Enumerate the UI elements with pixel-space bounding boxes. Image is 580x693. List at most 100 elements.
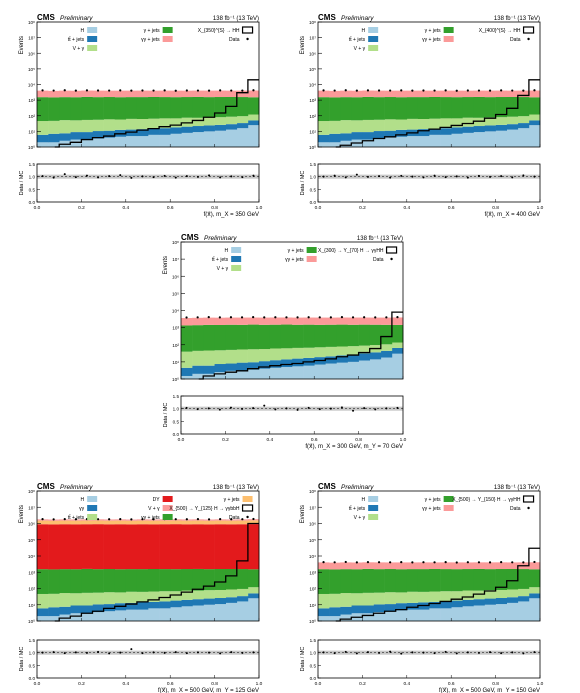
- stack-bar-gg_jets-14: [336, 317, 348, 325]
- stack-bar-tt_jets-18: [380, 350, 393, 358]
- ratio-point: [163, 651, 166, 654]
- stack-bar-gg_jets-10: [429, 562, 441, 569]
- ratio-tick-label: 0.5: [310, 663, 317, 668]
- stack-bar-tt_jets-7: [395, 129, 408, 137]
- y-tick-label: 10⁷: [172, 257, 179, 262]
- y-tick-label: 10¹: [309, 129, 316, 134]
- stack-bar-V_gamma-13: [325, 346, 337, 357]
- stack-bar-tt_jets-8: [125, 129, 138, 137]
- y-tick-label: 10³: [309, 98, 316, 103]
- stack-bar-H-4: [362, 613, 374, 621]
- stack-bar-gamma_jets-5: [92, 97, 104, 120]
- stack-bar-V_gamma-5: [92, 119, 104, 132]
- ratio-point: [340, 406, 343, 409]
- stack-bar-gamma_jets-1: [329, 569, 341, 594]
- ratio-point: [411, 175, 414, 178]
- legend-label: V + γ: [354, 46, 366, 52]
- stack-bar-V_gamma-18: [236, 588, 249, 597]
- stack-bar-V_gamma-12: [170, 118, 182, 128]
- ratio-point: [63, 173, 66, 176]
- stack-bar-H-15: [484, 131, 496, 147]
- stack-bar-gamma_jets-10: [292, 324, 304, 348]
- stack-bar-H-2: [340, 140, 352, 147]
- stack-bar-tt_jets-19: [247, 120, 260, 126]
- legend-label: H: [362, 28, 366, 34]
- stack-bar-gg_jets-18: [517, 90, 530, 98]
- stack-bar-gg_jets-11: [159, 90, 171, 98]
- stack-bar-gamma_jets-15: [484, 569, 496, 591]
- legend-swatch: [368, 514, 379, 520]
- y-tick-label: 10²: [28, 587, 35, 592]
- stack-bar-H-6: [247, 369, 259, 379]
- cms-label: CMS: [37, 482, 55, 491]
- x-tick-label: 0.8: [492, 205, 499, 211]
- ratio-point: [41, 175, 44, 178]
- stack-bar-H-0: [37, 616, 49, 621]
- cms-label: CMS: [37, 13, 55, 22]
- stack-bar-V_gamma-6: [247, 349, 259, 363]
- data-point: [274, 316, 277, 319]
- ratio-tick-label: 0.0: [310, 200, 317, 205]
- chart-panel-1: 10⁰ 10¹ 10² 10³ 10⁴ 10⁵ 10⁶ 10⁷ 10⁸ Events CMS Prel…: [19, 13, 263, 218]
- ratio-point: [411, 651, 414, 654]
- ratio-frame: [317, 639, 541, 679]
- stack-bar-DY-2: [59, 524, 71, 570]
- ratio-point: [477, 651, 480, 654]
- y-tick-label: 10⁰: [309, 145, 316, 150]
- y-tick-label: 10⁵: [172, 291, 179, 296]
- stack-bar-gamma_jets-6: [103, 97, 115, 120]
- data-point: [41, 518, 44, 521]
- stack-bar-H-4: [362, 139, 374, 147]
- stack-bar-H-8: [269, 367, 282, 379]
- data-point: [366, 89, 370, 92]
- data-point: [241, 89, 244, 92]
- data-point: [333, 89, 336, 92]
- data-point: [241, 518, 244, 521]
- data-point: [96, 89, 100, 92]
- data-point: [500, 561, 503, 564]
- signal-line: [54, 79, 259, 148]
- stack-bar-gg_jets-5: [373, 562, 385, 570]
- stack-bar-gg_jets-0: [181, 318, 193, 326]
- stack-bar-gg_jets-18: [236, 90, 249, 98]
- stack-bar-tt_jets-2: [59, 133, 71, 141]
- ratio-point: [422, 651, 425, 654]
- stack-bar-gg_jets-16: [495, 90, 507, 98]
- stack-bar-gamma_jets-13: [325, 324, 337, 347]
- stack-bar-V_gamma-16: [214, 117, 226, 125]
- ratio-point: [366, 175, 369, 178]
- stack-bar-tt_jets-7: [258, 361, 271, 369]
- stack-bar-gamma_jets-4: [362, 568, 374, 593]
- stack-bar-gamma_jets-12: [451, 569, 463, 592]
- legend-swatch: [242, 496, 253, 502]
- stack-bar-gamma_jets-0: [318, 569, 330, 594]
- stack-bar-gg_jets-3: [214, 317, 226, 325]
- stack-bar-H-1: [48, 142, 60, 147]
- ratio-point: [63, 652, 66, 655]
- stack-bar-gamma_jets-16: [358, 324, 370, 346]
- stack-bar-V_gamma-10: [148, 591, 160, 602]
- data-point: [263, 316, 266, 319]
- ratio-point: [252, 174, 255, 177]
- stack-bar-H-13: [462, 132, 474, 147]
- stack-bar-gamma_jets-3: [70, 97, 82, 121]
- stack-bar-H-15: [203, 604, 215, 621]
- stack-bar-V_gamma-8: [269, 348, 282, 361]
- ratio-point: [130, 648, 133, 651]
- stack-bar-tt_jets-4: [225, 363, 237, 371]
- stack-bar-H-17: [506, 602, 519, 621]
- stack-bar-gamma_jets-14: [473, 568, 485, 591]
- stack-bar-gg_jets_alt-15: [203, 520, 215, 525]
- stack-bar-V_gamma-4: [362, 592, 374, 606]
- stack-bar-H-1: [192, 373, 204, 379]
- stack-bar-gamma_jets-8: [406, 97, 419, 119]
- y-tick-label: 10⁶: [28, 522, 35, 527]
- data-point: [455, 561, 458, 564]
- stack-bar-V_gamma-10: [148, 118, 160, 129]
- stack-bar-DY-12: [170, 524, 182, 570]
- signal-line: [335, 79, 540, 148]
- y-tick-label: 10⁵: [309, 538, 316, 543]
- legend-swatch: [87, 27, 98, 33]
- stack-bar-tt_jets-8: [269, 360, 282, 368]
